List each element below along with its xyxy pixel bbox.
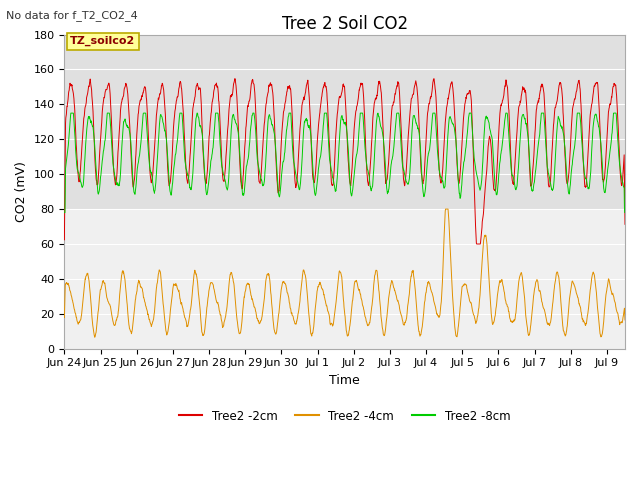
Text: No data for f_T2_CO2_4: No data for f_T2_CO2_4 — [6, 10, 138, 21]
Y-axis label: CO2 (mV): CO2 (mV) — [15, 161, 28, 222]
Title: Tree 2 Soil CO2: Tree 2 Soil CO2 — [282, 15, 408, 33]
Legend: Tree2 -2cm, Tree2 -4cm, Tree2 -8cm: Tree2 -2cm, Tree2 -4cm, Tree2 -8cm — [174, 405, 515, 427]
X-axis label: Time: Time — [330, 374, 360, 387]
Bar — [65, 209, 625, 348]
Text: TZ_soilco2: TZ_soilco2 — [70, 36, 135, 46]
Bar — [65, 35, 625, 209]
